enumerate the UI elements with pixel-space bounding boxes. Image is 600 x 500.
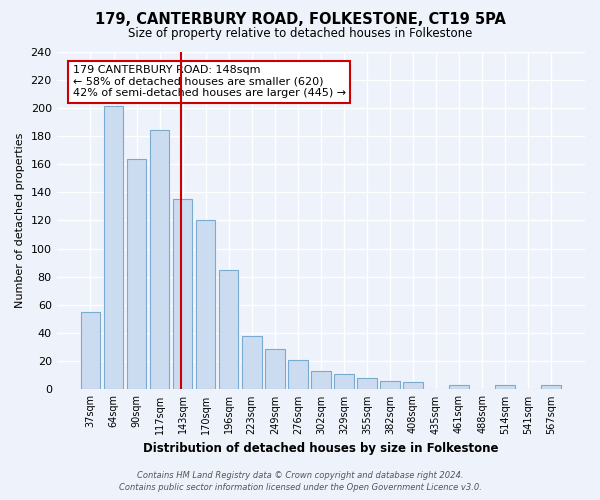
Bar: [311, 371, 331, 390]
Bar: [496, 385, 515, 390]
Bar: [80, 312, 100, 390]
Bar: [104, 106, 123, 390]
Bar: [173, 200, 193, 390]
Bar: [334, 374, 353, 390]
Bar: [219, 270, 238, 390]
Bar: [380, 381, 400, 390]
X-axis label: Distribution of detached houses by size in Folkestone: Distribution of detached houses by size …: [143, 442, 499, 455]
Bar: [403, 382, 423, 390]
Bar: [150, 130, 169, 390]
Bar: [265, 348, 284, 390]
Bar: [196, 220, 215, 390]
Bar: [242, 336, 262, 390]
Y-axis label: Number of detached properties: Number of detached properties: [15, 133, 25, 308]
Text: 179, CANTERBURY ROAD, FOLKESTONE, CT19 5PA: 179, CANTERBURY ROAD, FOLKESTONE, CT19 5…: [95, 12, 505, 28]
Text: Size of property relative to detached houses in Folkestone: Size of property relative to detached ho…: [128, 28, 472, 40]
Bar: [541, 385, 561, 390]
Text: 179 CANTERBURY ROAD: 148sqm
← 58% of detached houses are smaller (620)
42% of se: 179 CANTERBURY ROAD: 148sqm ← 58% of det…: [73, 65, 346, 98]
Bar: [449, 385, 469, 390]
Bar: [357, 378, 377, 390]
Bar: [127, 158, 146, 390]
Text: Contains HM Land Registry data © Crown copyright and database right 2024.
Contai: Contains HM Land Registry data © Crown c…: [119, 471, 481, 492]
Bar: [288, 360, 308, 390]
